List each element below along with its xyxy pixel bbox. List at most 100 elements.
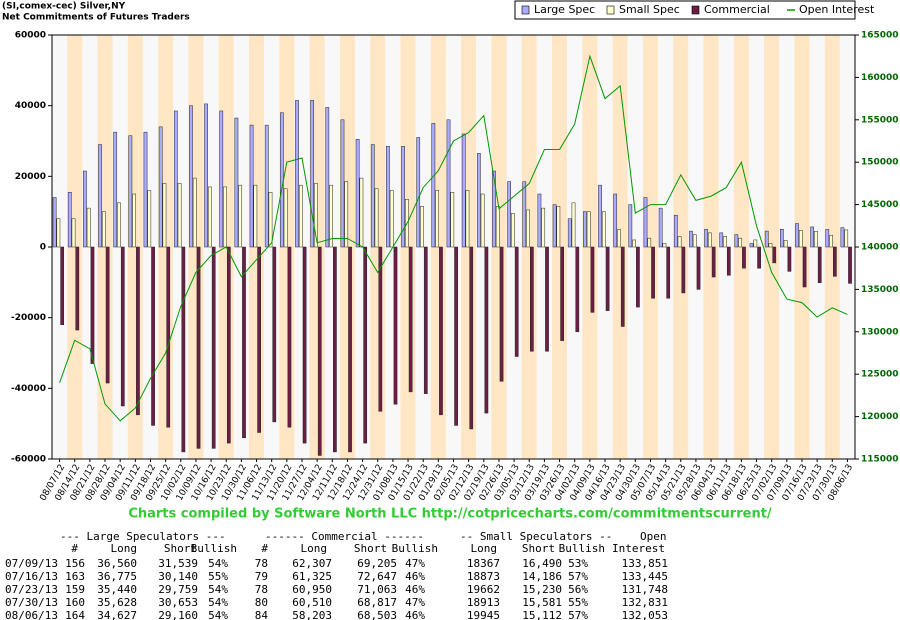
- bar: [681, 246, 686, 294]
- bar: [636, 246, 640, 308]
- y2-tick-label: 115000: [861, 455, 899, 465]
- bar: [677, 236, 682, 248]
- bar: [83, 170, 87, 248]
- bar: [673, 214, 678, 248]
- bar: [764, 230, 769, 248]
- table-cell: 55%: [208, 570, 228, 583]
- bar: [283, 188, 288, 248]
- bar: [560, 246, 564, 341]
- bar: [264, 124, 269, 248]
- table-cell: 15,112: [522, 609, 562, 620]
- bar: [787, 246, 792, 272]
- bar: [128, 135, 133, 248]
- bar: [298, 184, 303, 248]
- bar: [844, 229, 849, 248]
- bar: [416, 137, 421, 248]
- table-cell: 68,817: [357, 596, 397, 609]
- bar: [601, 211, 606, 248]
- bar: [287, 246, 292, 428]
- table-cell: 60,510: [292, 596, 332, 609]
- bar: [541, 207, 546, 248]
- table-cell: 160: [65, 596, 85, 609]
- bar: [204, 103, 208, 248]
- bar: [484, 246, 489, 414]
- table-cell: 54%: [208, 557, 228, 570]
- bar: [439, 246, 443, 416]
- bar: [113, 131, 118, 248]
- bar: [696, 246, 701, 290]
- bar: [446, 119, 451, 248]
- bar: [378, 246, 383, 412]
- bar: [329, 184, 333, 248]
- bar: [401, 146, 405, 248]
- bar: [158, 126, 163, 248]
- bar: [768, 243, 773, 248]
- bar: [617, 229, 621, 248]
- legend-label: Small Spec: [619, 3, 680, 16]
- table-cell: 57%: [568, 609, 588, 620]
- bar: [651, 246, 655, 299]
- bar: [162, 183, 167, 248]
- chart-subtitle: Net Commitments of Futures Traders: [2, 13, 190, 23]
- bar: [423, 246, 428, 394]
- table-header: Short: [164, 542, 197, 555]
- bar: [101, 211, 106, 248]
- table-cell: 36,560: [97, 557, 137, 570]
- y2-tick-label: 125000: [861, 370, 899, 380]
- table-header: Long: [301, 542, 328, 555]
- y-tick-label: -20000: [11, 313, 46, 323]
- bar: [302, 246, 307, 444]
- bar: [344, 181, 349, 248]
- bar: [192, 177, 197, 248]
- table-cell: 34,627: [97, 609, 137, 620]
- bar: [798, 230, 803, 248]
- y-tick-label: 0: [40, 243, 46, 253]
- legend-label: Open Interest: [799, 3, 875, 16]
- bar: [242, 246, 246, 439]
- bar: [632, 239, 636, 248]
- table-cell: 54%: [208, 583, 228, 596]
- bar: [817, 246, 822, 283]
- bar: [181, 246, 186, 453]
- bar: [310, 100, 315, 248]
- table-cell: 29,160: [158, 609, 198, 620]
- table-cell: 56%: [568, 583, 588, 596]
- table-cell: 47%: [405, 596, 425, 609]
- table-cell: 15,581: [522, 596, 562, 609]
- bar: [658, 207, 663, 248]
- table-header: Bullish: [392, 542, 438, 555]
- bar: [825, 229, 830, 248]
- table-cell: 131,748: [622, 583, 668, 596]
- bar: [325, 107, 330, 248]
- table-cell: 07/16/13: [5, 570, 58, 583]
- bar: [840, 227, 845, 248]
- table-cell: 46%: [405, 609, 425, 620]
- bar: [507, 181, 511, 248]
- bar: [711, 246, 716, 278]
- table-cell: 30,653: [158, 596, 198, 609]
- table-cell: 07/09/13: [5, 557, 58, 570]
- bar: [492, 170, 496, 248]
- y-tick-label: 40000: [15, 101, 46, 111]
- table-cell: 78: [255, 583, 268, 596]
- bar: [333, 246, 337, 453]
- bar: [257, 246, 261, 433]
- bar: [829, 234, 833, 248]
- bar: [598, 184, 602, 248]
- table-cell: 35,628: [97, 596, 137, 609]
- bar: [359, 177, 364, 248]
- bar: [435, 190, 439, 248]
- bar: [317, 246, 322, 456]
- y-tick-label: 20000: [15, 172, 46, 182]
- table-cell: 164: [65, 609, 85, 620]
- bar: [132, 193, 136, 248]
- bar: [613, 193, 618, 248]
- bar: [692, 234, 697, 248]
- bar: [177, 183, 182, 248]
- legend-box: [514, 0, 856, 20]
- bar: [552, 204, 557, 248]
- bar: [147, 190, 152, 248]
- y-tick-label: 60000: [15, 31, 46, 41]
- table-cell: 18913: [467, 596, 500, 609]
- bar: [848, 246, 852, 284]
